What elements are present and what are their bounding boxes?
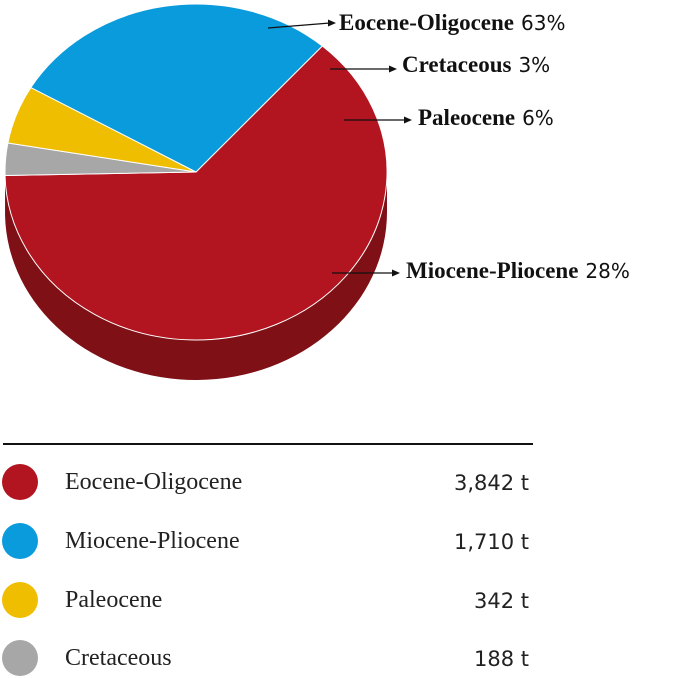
callout-arrow-head-paleocene	[404, 117, 412, 124]
callout-percent: 28%	[585, 259, 629, 283]
legend-label: Cretaceous	[65, 645, 172, 672]
callout-label-miocene-pliocene: Miocene-Pliocene 28%	[406, 259, 630, 282]
legend-item-eocene-oligocene: Eocene-Oligocene 3,842 t	[0, 462, 691, 502]
legend-swatch	[2, 640, 38, 676]
pie-slices	[5, 4, 387, 340]
callout-name: Miocene-Pliocene	[406, 258, 578, 283]
legend-value: 188 t	[474, 647, 529, 671]
pie-chart	[0, 0, 691, 420]
legend-divider	[3, 443, 533, 445]
callout-percent: 6%	[522, 106, 554, 130]
callout-name: Eocene-Oligocene	[339, 10, 514, 35]
legend-label: Paleocene	[65, 587, 162, 614]
legend-swatch	[2, 582, 38, 618]
legend-label: Eocene-Oligocene	[65, 469, 242, 496]
callout-name: Paleocene	[418, 105, 515, 130]
legend-label: Miocene-Pliocene	[65, 528, 240, 555]
callout-arrow-head-eocene-oligocene	[328, 20, 336, 27]
callout-label-paleocene: Paleocene 6%	[418, 106, 554, 129]
callout-percent: 63%	[521, 11, 565, 35]
legend-item-cretaceous: Cretaceous 188 t	[0, 638, 691, 678]
legend-swatch	[2, 523, 38, 559]
legend-value: 3,842 t	[454, 471, 529, 495]
legend-value: 342 t	[474, 589, 529, 613]
callout-arrow-head-miocene-pliocene	[392, 270, 400, 277]
callout-arrow-head-cretaceous	[389, 66, 397, 73]
callout-percent: 3%	[518, 53, 550, 77]
legend-value: 1,710 t	[454, 530, 529, 554]
legend-item-miocene-pliocene: Miocene-Pliocene 1,710 t	[0, 521, 691, 561]
legend-swatch	[2, 464, 38, 500]
callout-label-cretaceous: Cretaceous 3%	[402, 53, 550, 76]
legend-item-paleocene: Paleocene 342 t	[0, 580, 691, 620]
callout-name: Cretaceous	[402, 52, 511, 77]
callout-label-eocene-oligocene: Eocene-Oligocene 63%	[339, 11, 565, 34]
